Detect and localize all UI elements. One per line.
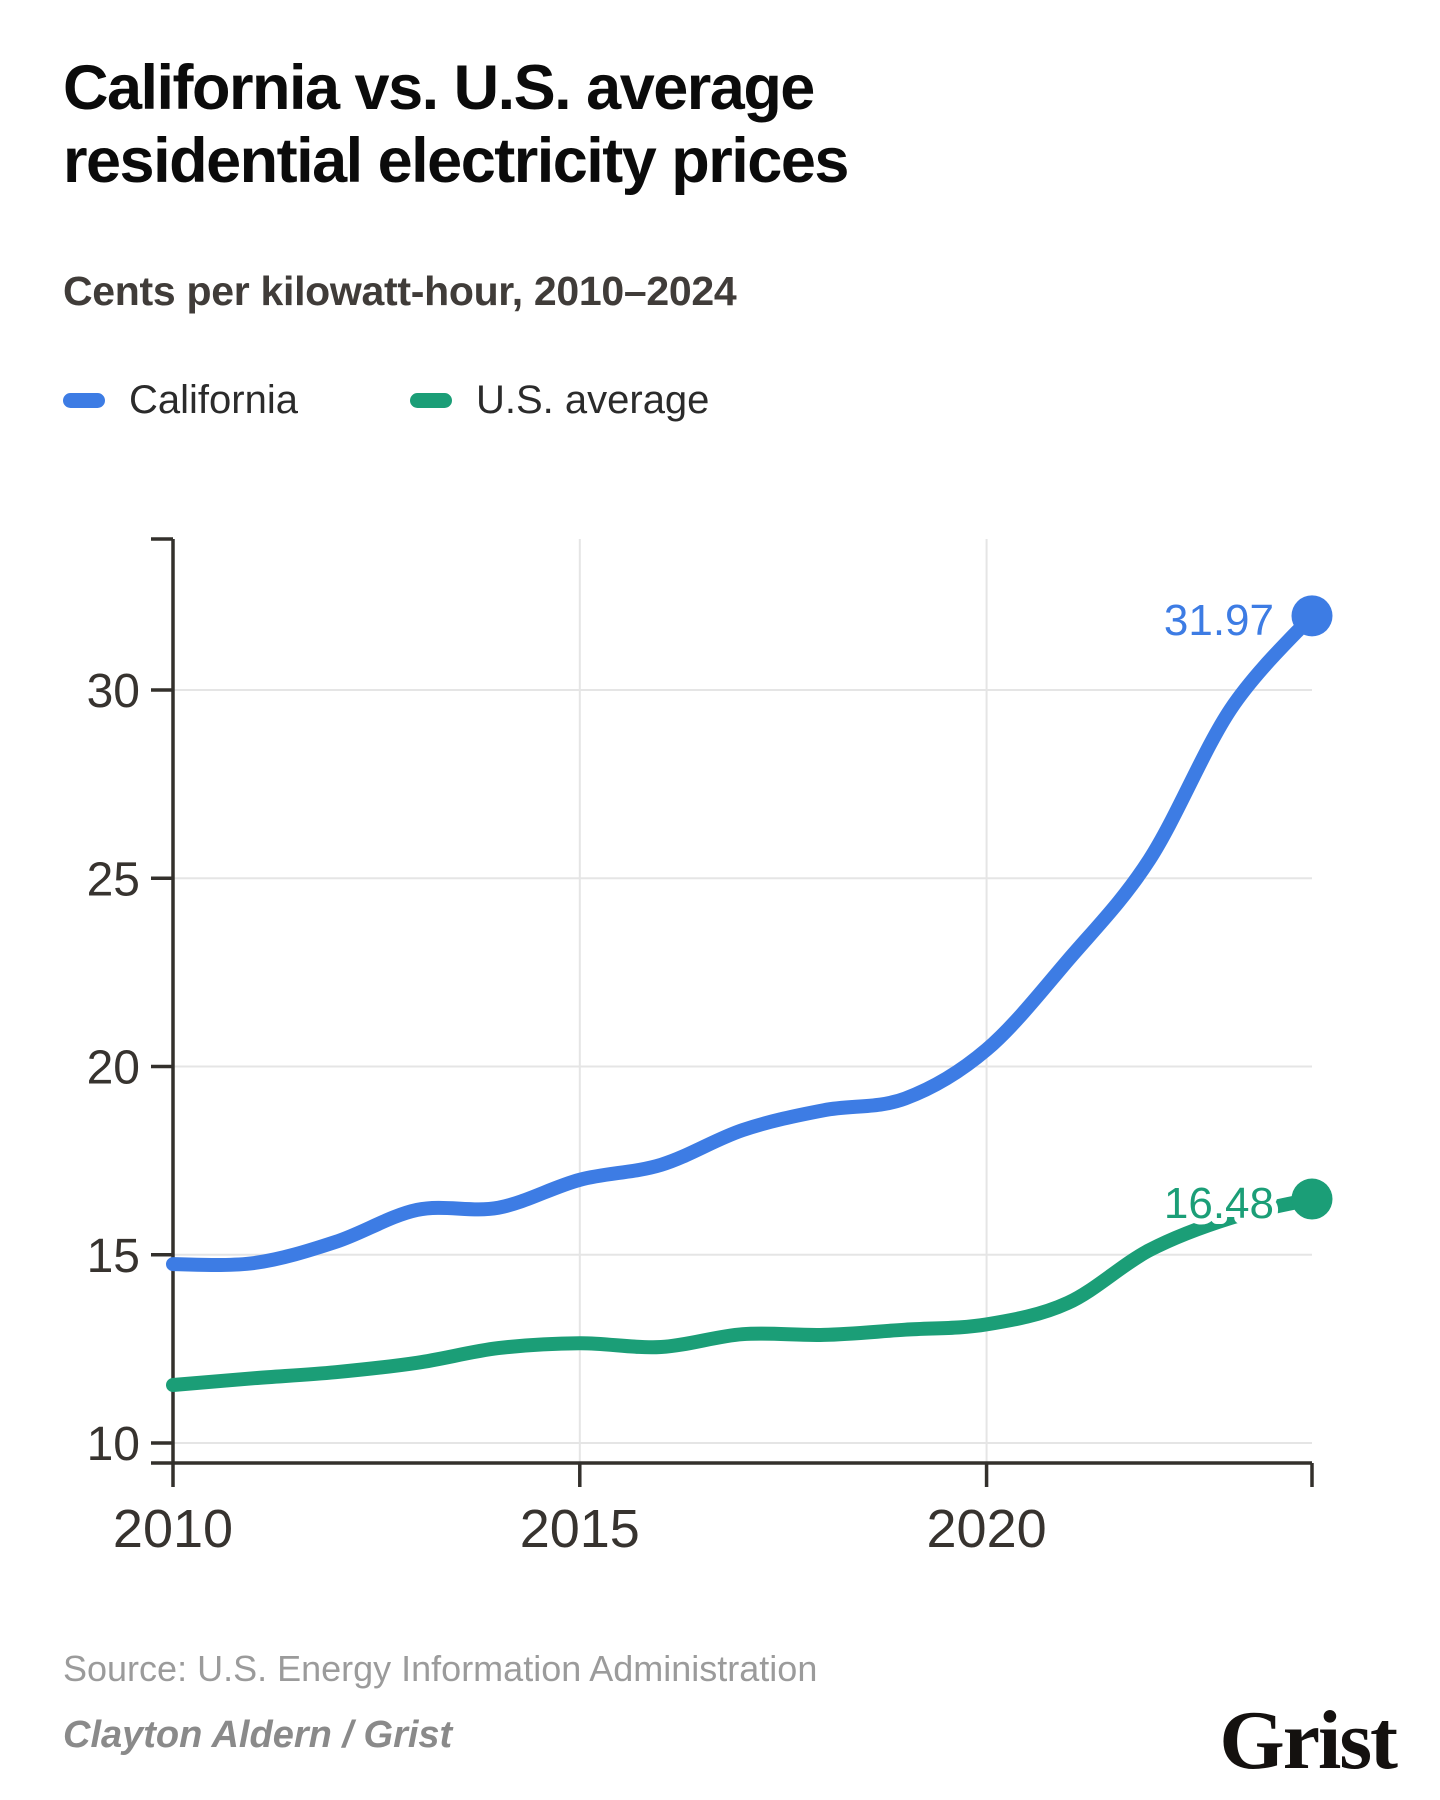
us-average-legend-label: U.S. average (475, 378, 710, 422)
x-tick-label: 2020 (927, 1499, 1047, 1559)
california-legend-label: California (129, 378, 298, 422)
legend-item-california: California (63, 378, 298, 423)
legend-item-us-average: U.S. average (409, 378, 710, 423)
us-average-swatch (409, 393, 452, 408)
y-tick-label: 15 (87, 1230, 140, 1283)
chart-title: California vs. U.S. average residential … (63, 53, 849, 197)
x-tick-label: 2015 (520, 1499, 640, 1559)
y-tick-label: 20 (87, 1042, 140, 1095)
x-tick-label: 2010 (113, 1499, 233, 1559)
y-tick-label: 25 (87, 853, 140, 906)
u-s-average-line (166, 1192, 1319, 1393)
california-end-label: 31.97 (1164, 596, 1274, 645)
y-tick-label: 10 (87, 1418, 140, 1471)
grist-logo: Grist (1219, 1694, 1398, 1787)
source-credit: Source: U.S. Energy Information Administ… (63, 1648, 818, 1689)
y-tick-label: 30 (87, 665, 140, 718)
author-byline: Clayton Aldern / Grist (63, 1714, 453, 1756)
legend: California U.S. average (63, 378, 709, 423)
california-swatch (63, 393, 105, 408)
california-line (166, 608, 1319, 1272)
california-end-dot (1291, 595, 1333, 637)
u-s-average-end-dot (1291, 1178, 1333, 1220)
u-s-average-end-label: 16.48 (1164, 1179, 1274, 1228)
chart-subtitle: Cents per kilowatt-hour, 2010–2024 (63, 268, 737, 314)
